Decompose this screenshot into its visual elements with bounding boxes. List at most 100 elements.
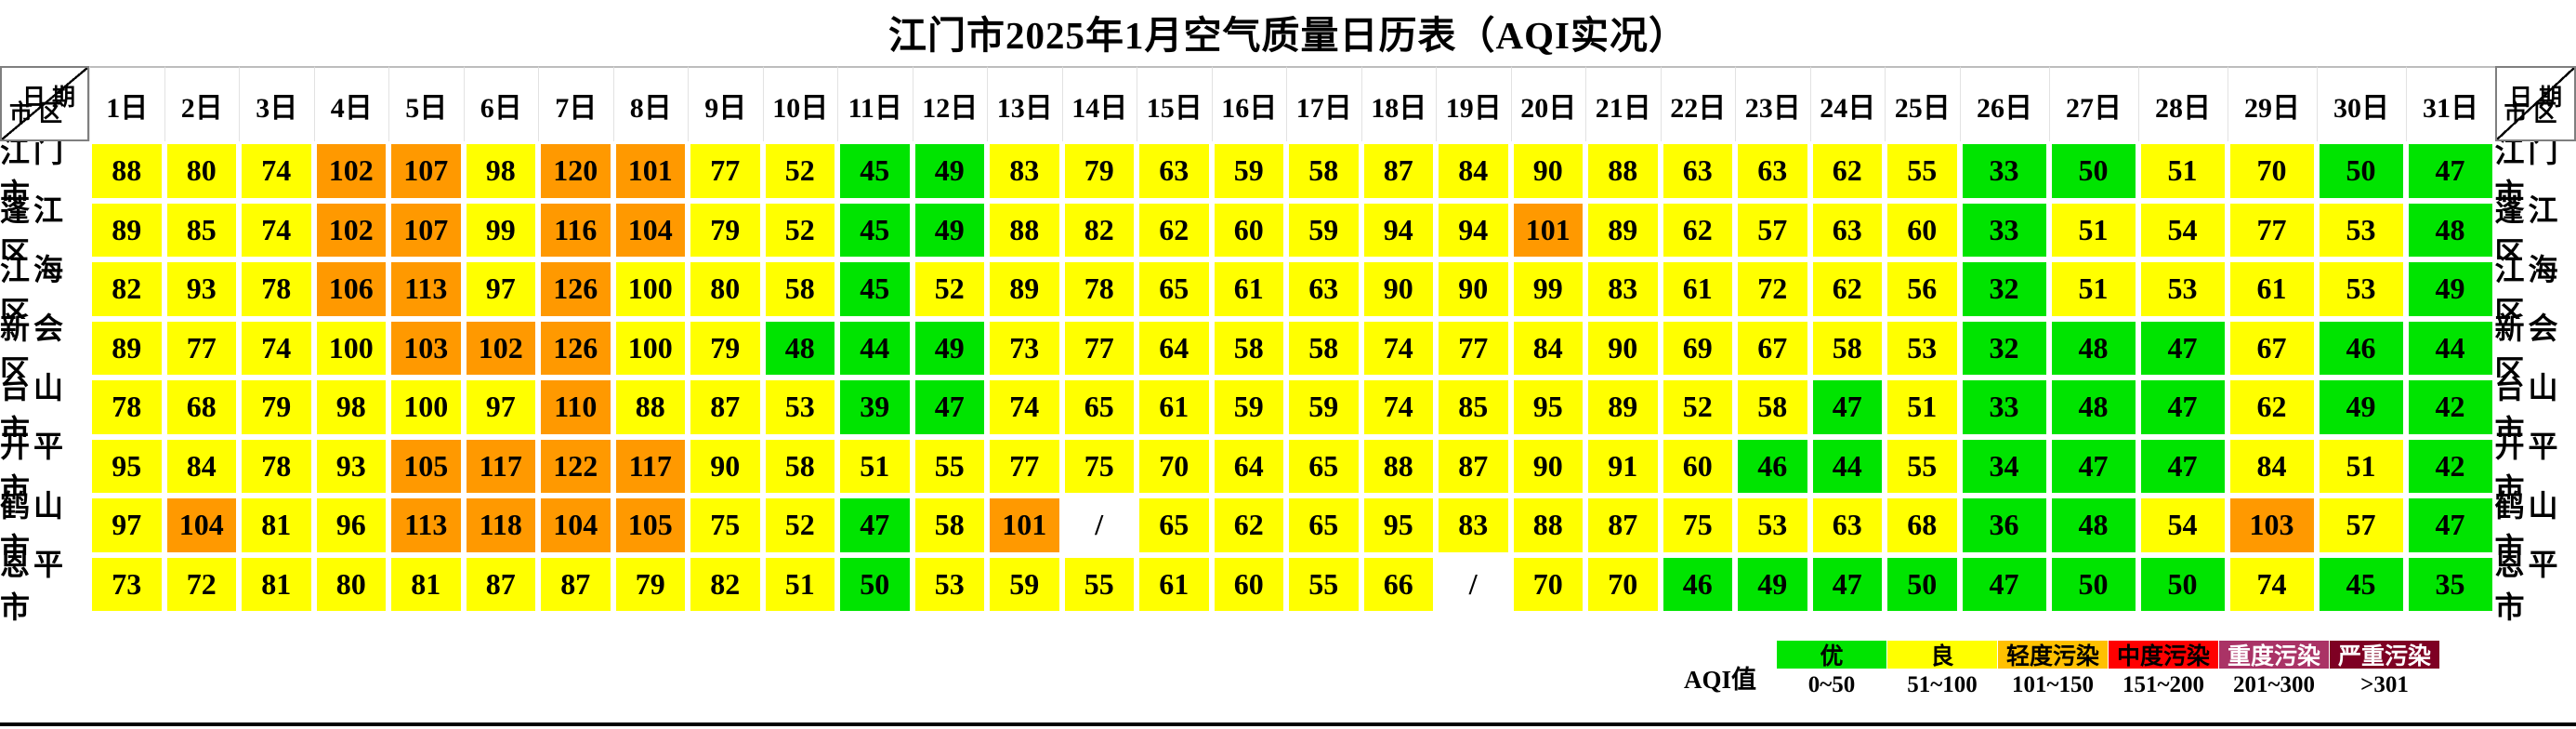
- aqi-cell: 94: [1436, 200, 1511, 259]
- aqi-cell: 55: [1885, 436, 1960, 496]
- day-header: 1日: [89, 66, 164, 141]
- aqi-cell: 55: [912, 436, 987, 496]
- aqi-cell: 74: [239, 318, 314, 378]
- aqi-cell: 53: [2137, 259, 2228, 319]
- aqi-cell: 33: [1959, 141, 2049, 201]
- aqi-cell: 79: [1061, 141, 1137, 201]
- aqi-cell: 101: [612, 141, 688, 201]
- legend-range: 201~300: [2233, 672, 2316, 697]
- legend-range: 0~50: [1807, 672, 1856, 697]
- aqi-cell: 44: [837, 318, 913, 378]
- aqi-cell: 90: [1510, 141, 1585, 201]
- day-header: 28日: [2137, 66, 2228, 141]
- aqi-cell: 80: [313, 554, 388, 614]
- legend-swatch: 轻度污染: [1998, 641, 2109, 669]
- aqi-cell: 88: [1585, 141, 1661, 201]
- aqi-cell: 59: [1286, 200, 1361, 259]
- aqi-cell: 47: [2048, 436, 2138, 496]
- aqi-cell: 49: [1735, 554, 1810, 614]
- aqi-cell: 110: [538, 378, 613, 437]
- aqi-cell: 87: [463, 554, 538, 614]
- aqi-cell: 48: [2048, 496, 2138, 555]
- aqi-cell: 33: [1959, 200, 2049, 259]
- aqi-cell: 93: [164, 259, 239, 319]
- aqi-cell: 81: [388, 554, 464, 614]
- diagonal-line: [2496, 68, 2574, 139]
- aqi-cell: 91: [1585, 436, 1661, 496]
- legend-range: 51~100: [1907, 672, 1978, 697]
- aqi-cell: 32: [1959, 259, 2049, 319]
- aqi-cell: 70: [1137, 436, 1212, 496]
- aqi-cell: 69: [1660, 318, 1735, 378]
- aqi-cell: 50: [2316, 141, 2406, 201]
- aqi-cell: 51: [2048, 259, 2138, 319]
- aqi-cell: 77: [164, 318, 239, 378]
- aqi-cell: 47: [2405, 496, 2495, 555]
- aqi-cell: 84: [164, 436, 239, 496]
- aqi-cell: 85: [164, 200, 239, 259]
- aqi-cell: 74: [987, 378, 1062, 437]
- aqi-cell: 49: [912, 141, 987, 201]
- aqi-cell: 63: [1137, 141, 1212, 201]
- aqi-cell: 47: [2137, 318, 2228, 378]
- aqi-cell: 75: [688, 496, 763, 555]
- aqi-cell: 105: [388, 436, 464, 496]
- aqi-cell: 74: [1360, 378, 1436, 437]
- aqi-cell: 52: [912, 259, 987, 319]
- aqi-cell: 36: [1959, 496, 2049, 555]
- aqi-cell: 56: [1885, 259, 1960, 319]
- aqi-cell: 77: [2227, 200, 2317, 259]
- aqi-cell: 44: [1809, 436, 1885, 496]
- row-label-left: 新会区: [0, 311, 89, 388]
- aqi-cell: 53: [1735, 496, 1810, 555]
- aqi-cell: 78: [239, 436, 314, 496]
- aqi-cell: 45: [837, 141, 913, 201]
- aqi-cell: 87: [1360, 141, 1436, 201]
- aqi-cell: 46: [2316, 318, 2406, 378]
- day-header: 11日: [837, 66, 913, 141]
- aqi-cell: 47: [1809, 554, 1885, 614]
- row-label-left: 开平市: [0, 430, 89, 506]
- row-label-left: 江海区: [0, 253, 89, 329]
- aqi-cell: 75: [1061, 436, 1137, 496]
- legend-item: 优 0~50: [1777, 641, 1887, 698]
- aqi-cell: 77: [987, 436, 1062, 496]
- aqi-cell: 62: [1137, 200, 1212, 259]
- aqi-cell: 55: [1286, 554, 1361, 614]
- aqi-cell: 120: [538, 141, 613, 201]
- aqi-cell: 103: [2227, 496, 2317, 555]
- aqi-cell: 89: [987, 259, 1062, 319]
- aqi-cell: 95: [1510, 378, 1585, 437]
- aqi-cell: 90: [688, 436, 763, 496]
- aqi-cell: 52: [1660, 378, 1735, 437]
- aqi-cell: 84: [1510, 318, 1585, 378]
- aqi-cell: 90: [1585, 318, 1661, 378]
- aqi-cell: 72: [164, 554, 239, 614]
- aqi-cell: 77: [1436, 318, 1511, 378]
- day-header: 16日: [1211, 66, 1286, 141]
- day-header: 5日: [388, 66, 464, 141]
- aqi-cell: 100: [388, 378, 464, 437]
- aqi-cell: 88: [612, 378, 688, 437]
- day-header: 4日: [313, 66, 388, 141]
- aqi-cell: 82: [89, 259, 164, 319]
- aqi-cell: 90: [1436, 259, 1511, 319]
- aqi-cell: 55: [1061, 554, 1137, 614]
- aqi-cell: 58: [762, 436, 837, 496]
- day-header: 29日: [2227, 66, 2317, 141]
- aqi-cell: 45: [837, 200, 913, 259]
- aqi-cell: 78: [89, 378, 164, 437]
- aqi-cell: 90: [1510, 436, 1585, 496]
- legend-item: 轻度污染 101~150: [1998, 641, 2109, 698]
- legend-swatch: 严重污染: [2330, 641, 2440, 669]
- aqi-cell: 51: [2137, 141, 2228, 201]
- aqi-cell: 58: [762, 259, 837, 319]
- aqi-cell: 68: [164, 378, 239, 437]
- aqi-cell: 88: [1510, 496, 1585, 555]
- aqi-cell: 78: [1061, 259, 1137, 319]
- aqi-cell: 53: [912, 554, 987, 614]
- aqi-cell: 53: [762, 378, 837, 437]
- aqi-cell: 81: [239, 554, 314, 614]
- aqi-cell: 95: [1360, 496, 1436, 555]
- aqi-cell: 100: [612, 318, 688, 378]
